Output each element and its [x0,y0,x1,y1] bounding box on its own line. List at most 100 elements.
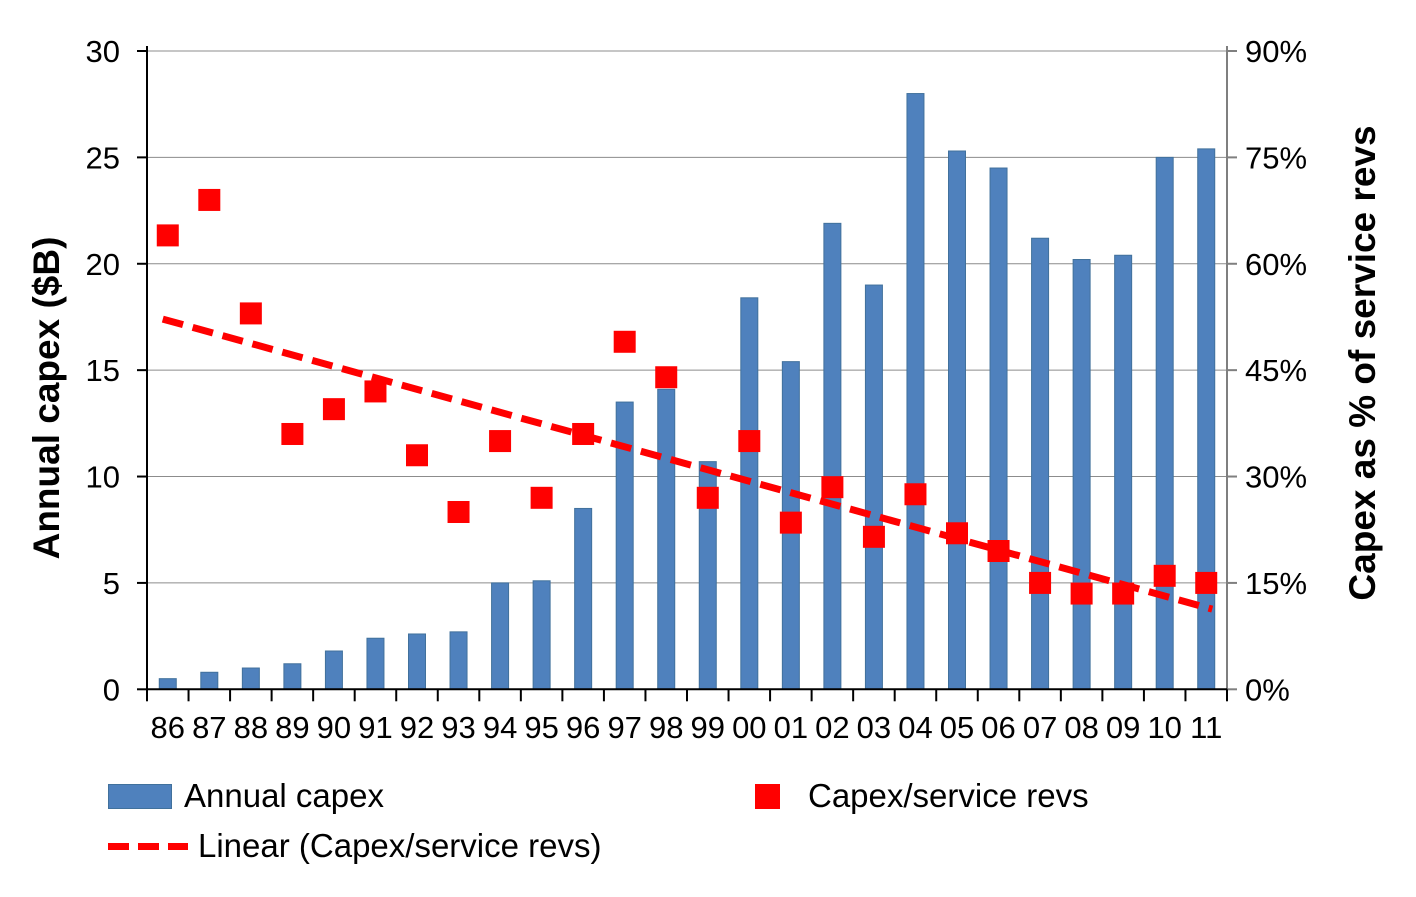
marker-08 [1070,582,1093,605]
marker-09 [1112,582,1135,605]
right-axis-tick-label: 15% [1245,566,1307,601]
bar-86 [158,678,177,690]
marker-96 [572,422,595,445]
x-axis-tick-label: 96 [566,710,600,745]
left-axis-tick-label: 15 [86,353,120,388]
x-axis-tick-label: 03 [857,710,891,745]
x-axis-tick-label: 90 [317,710,351,745]
left-axis-tick-label: 10 [86,460,120,495]
bar-03 [864,284,883,690]
left-axis-tick-label: 25 [86,140,120,175]
marker-05 [946,522,968,545]
bar-06 [989,167,1008,690]
right-axis-tick-label: 30% [1245,460,1307,495]
bar-10 [1155,156,1174,690]
x-axis-tick-label: 94 [483,710,517,745]
legend-label-annual-capex: Annual capex [184,777,384,814]
bar-swatch-icon [108,783,172,809]
marker-97 [613,330,636,353]
x-axis-tick-label: 04 [898,710,932,745]
bar-95 [532,580,551,690]
x-axis-tick-label: 88 [234,710,268,745]
x-axis-tick-label: 05 [940,710,974,745]
left-axis-tick-label: 0 [103,672,120,707]
bar-90 [324,650,343,690]
legend-item-linear-trend: Linear (Capex/service revs) [108,827,601,864]
marker-98 [655,366,678,389]
x-axis-tick-label: 89 [275,710,309,745]
trendline-series [161,315,1214,613]
bar-00 [740,297,759,690]
square-marker-swatch-icon [755,783,780,809]
x-axis-tick-label: 87 [192,710,226,745]
x-axis-tick-label: 11 [1190,710,1222,745]
bar-87 [200,671,219,690]
marker-01 [779,511,802,534]
left-axis-tick-label: 20 [86,247,120,282]
bar-04 [906,93,925,690]
x-axis-tick-label: 98 [649,710,683,745]
marker-02 [821,476,844,499]
left-axis-title: Annual capex ($B) [26,236,67,560]
bar-96 [574,507,593,690]
marker-88 [239,302,262,325]
left-axis-tick-label: 5 [103,566,120,601]
marker-03 [862,525,885,548]
bar-series-annual-capex [158,93,1216,690]
right-axis-tick-label: 45% [1245,353,1307,388]
marker-92 [406,444,428,467]
marker-00 [738,430,761,453]
legend-label-capex-service-revs: Capex/service revs [808,777,1089,814]
marker-87 [198,188,221,211]
bar-05 [948,150,966,690]
legend-item-annual-capex: Annual capex [108,777,384,814]
marker-06 [987,540,1010,563]
bar-09 [1114,254,1133,690]
marker-95 [530,486,553,509]
x-axis-tick-label: 95 [524,710,558,745]
x-axis-tick-label: 97 [607,710,641,745]
x-axis-tick-label: 93 [441,710,475,745]
bar-94 [491,582,510,690]
bar-02 [823,222,842,690]
gridlines [147,50,1227,584]
bar-89 [283,663,302,690]
legend-label-linear-trend: Linear (Capex/service revs) [198,827,602,864]
marker-91 [364,380,387,403]
marker-90 [322,398,345,421]
x-axis-tick-label: 06 [981,710,1015,745]
right-axis-tick-label: 0% [1245,672,1290,707]
x-axis-tick-label: 92 [400,710,434,745]
x-axis-tick-label: 01 [774,710,808,745]
marker-07 [1029,571,1052,594]
bar-93 [449,631,468,690]
bar-91 [366,637,385,690]
x-axis-tick-label: 09 [1106,710,1140,745]
bar-07 [1031,237,1050,690]
left-axis-tick-label: 30 [86,34,120,69]
bar-92 [408,633,426,690]
bar-08 [1072,259,1091,690]
legend-item-capex-service-revs: Capex/service revs [755,777,1089,814]
bar-88 [241,667,260,690]
trendline [161,315,1214,613]
right-axis-tick-label: 60% [1245,247,1307,282]
x-axis-tick-label: 99 [691,710,725,745]
marker-99 [696,486,719,509]
marker-94 [489,430,512,453]
axes [137,46,1237,702]
marker-04 [904,483,927,506]
x-axis-tick-label: 07 [1023,710,1057,745]
x-axis-tick-label: 91 [358,710,392,745]
x-axis-tick-label: 86 [151,710,185,745]
x-axis-tick-label: 02 [815,710,849,745]
x-axis-tick-label: 08 [1064,710,1098,745]
scatter-series-capex-service-revs [156,188,1218,605]
x-axis-tick-label: 00 [732,710,766,745]
right-axis-tick-label: 90% [1245,34,1307,69]
right-axis-tick-label: 75% [1245,140,1307,175]
x-axis-tick-label: 10 [1147,710,1181,745]
dashed-line-swatch-icon [108,842,188,850]
